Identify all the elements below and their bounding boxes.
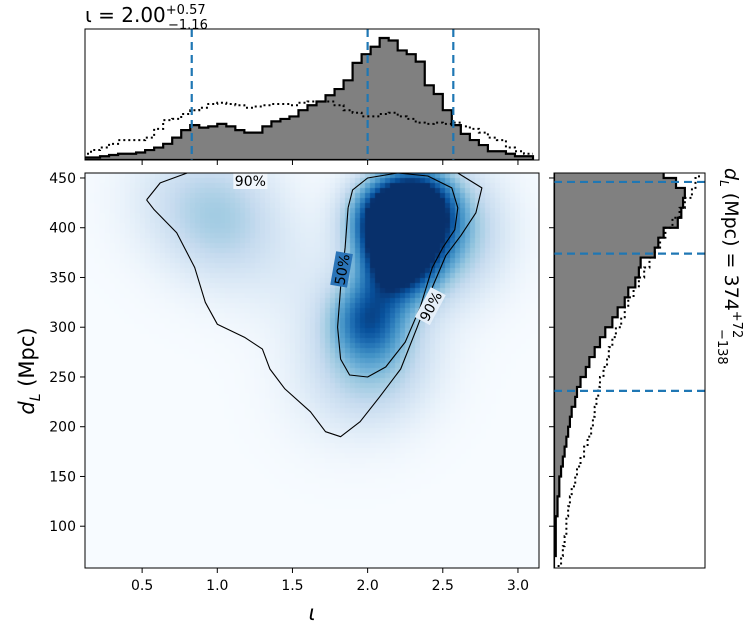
right-marginal-panel [549,172,710,569]
top-title-base: ι = 2.00 [85,3,166,27]
right-panel-frame [553,172,706,569]
right-prior-histogram [556,173,700,568]
contour-label-bg [233,173,268,189]
joint-panel-frame [84,172,540,569]
y-tick-label: 100 [49,519,76,535]
right-posterior-histogram [554,173,686,568]
x-tick-label: 1.5 [281,578,303,594]
top-panel-frame [84,28,540,161]
density-heatmap-container [85,173,539,568]
y-tick-label: 150 [49,469,76,485]
x-tick-label: 1.0 [206,578,228,594]
right-title-sub: −138 [714,329,729,365]
right-title-base: d [720,168,742,181]
contour-label-bg [414,287,446,326]
y-axis-ticks: 100 150 200 250 300 350 400 450 [49,171,85,535]
y-axis-label: dL (Mpc) [15,327,44,414]
density-heatmap [85,173,539,568]
right-title-mid: (Mpc) = 374 [720,187,742,311]
right-panel-title: dL (Mpc) = 374+72−138 [714,168,744,365]
contour-label-group-0: 90% [233,173,268,190]
top-panel-ticks [141,160,519,165]
x-axis-ticks: 0.5 1.0 1.5 2.0 2.5 3.0 [131,568,529,594]
top-marginal-panel [84,28,540,165]
y-tick-label: 350 [49,270,76,286]
right-quantile-lines [554,180,710,392]
y-tick-label: 400 [49,221,76,237]
right-panel-ticks [549,177,554,527]
ylabel-sub: L [28,393,44,401]
right-title-sup: +72 [729,311,744,338]
joint-density-panel: 90%50%90% 0.5 1.0 1.5 2.0 2.5 3.0 10015020025… [15,171,540,625]
contour-label: 50% [332,253,353,286]
top-prior-histogram [85,100,533,155]
y-tick-label: 300 [49,320,76,336]
x-tick-label: 3.0 [507,578,529,594]
contour-lines: 90%50%90% [146,173,483,438]
top-title-sub: −1.16 [168,18,208,33]
top-posterior-histogram [85,36,535,160]
contour-label: 90% [235,174,266,190]
contour-label-bg [330,251,353,288]
ylabel-unit: (Mpc) [15,327,39,393]
right-histogram [554,173,710,568]
right-title-base-sub: L [717,180,731,187]
y-tick-label: 200 [49,420,76,436]
top-hist-body [85,29,535,160]
x-axis-label: ι [308,601,315,625]
x-tick-label: 2.5 [432,578,454,594]
x-tick-label: 0.5 [131,578,153,594]
y-tick-label: 450 [49,171,76,187]
contour-90pct [146,173,483,438]
x-tick-label: 2.0 [356,578,378,594]
contour-label-group-1: 50% [330,251,354,288]
right-hist-body [554,173,700,568]
top-histogram [85,29,535,160]
y-tick-label: 250 [49,370,76,386]
top-title-sup: +0.57 [166,3,206,18]
credible-contours: 90%50%90% [146,173,483,438]
ylabel-d: d [15,401,39,415]
